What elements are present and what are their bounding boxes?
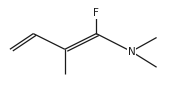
Text: F: F xyxy=(93,8,99,18)
Text: N: N xyxy=(127,46,135,57)
